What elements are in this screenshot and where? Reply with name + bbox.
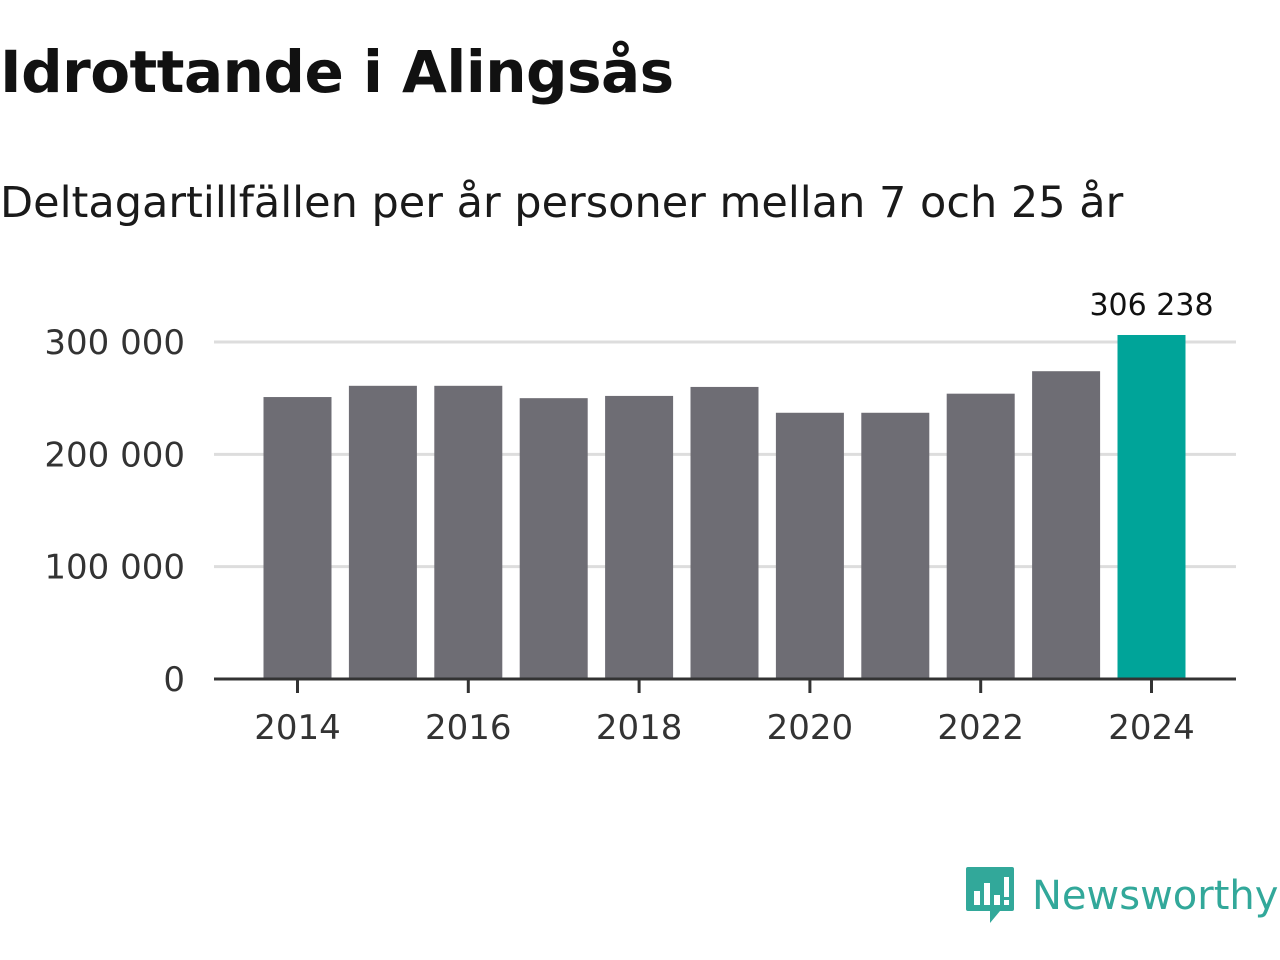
bar-2017	[519, 398, 588, 679]
y-tick-label: 200 000	[44, 435, 185, 475]
y-tick-label: 300 000	[44, 323, 185, 363]
y-tick-label: 0	[163, 660, 185, 700]
bar-2018	[605, 395, 674, 679]
y-tick-label: 100 000	[44, 548, 185, 588]
brand-name: Newsworthy	[1032, 873, 1279, 919]
x-tick-label: 2024	[1108, 708, 1195, 748]
chart-title: Idrottande i Alingsås	[0, 38, 674, 106]
x-tick-label: 2018	[596, 708, 683, 748]
x-tick-label: 2020	[767, 708, 854, 748]
bar-2020	[775, 412, 844, 679]
chart-subtitle: Deltagartillfällen per år personer mella…	[0, 178, 1124, 228]
bar-2024	[1117, 334, 1186, 679]
bar-2016	[434, 385, 503, 679]
newsworthy-logo-icon	[966, 867, 1014, 923]
x-tick-label: 2014	[254, 708, 341, 748]
brand-logo: Newsworthy	[964, 864, 1278, 928]
data-label: 306 238	[1089, 288, 1213, 323]
bar-2023	[1032, 371, 1101, 679]
bar-2021	[861, 412, 930, 679]
bar-2015	[348, 385, 417, 679]
bar-2022	[946, 393, 1015, 679]
bar-2014	[263, 397, 332, 679]
x-tick-label: 2016	[425, 708, 512, 748]
bar-2019	[690, 386, 759, 679]
x-tick-label: 2022	[937, 708, 1024, 748]
